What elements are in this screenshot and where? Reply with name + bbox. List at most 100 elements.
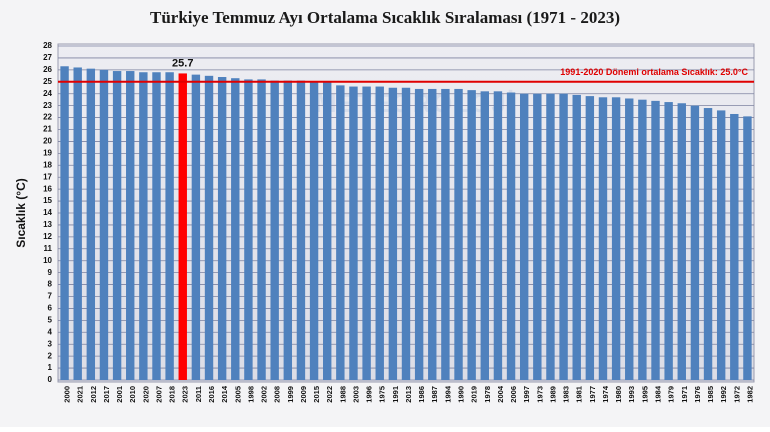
x-tick-label: 1974 (601, 385, 610, 403)
bar (414, 88, 424, 380)
bar (349, 86, 358, 381)
bar (178, 73, 187, 380)
x-tick-label: 1991 (391, 386, 400, 403)
bar (309, 81, 319, 381)
y-tick-label: 19 (43, 148, 52, 157)
y-tick-label: 28 (43, 41, 52, 50)
bar (441, 88, 450, 380)
bar (533, 93, 542, 380)
y-tick-label: 24 (43, 89, 52, 98)
x-tick-label: 1981 (575, 386, 584, 403)
x-tick-label: 1998 (246, 386, 255, 403)
bar (336, 85, 345, 380)
x-tick-label: 2012 (89, 386, 98, 403)
bar (598, 97, 608, 381)
x-tick-label: 2000 (63, 386, 72, 403)
bar (519, 93, 529, 380)
bar (375, 86, 384, 381)
x-tick-label: 1999 (286, 386, 295, 403)
bar (139, 72, 148, 380)
x-tick-label: 2004 (496, 385, 505, 403)
y-tick-label: 17 (43, 172, 52, 181)
y-tick-label: 20 (43, 137, 52, 146)
bar (231, 78, 240, 380)
x-tick-label: 2017 (102, 386, 111, 403)
x-tick-label: 1980 (614, 386, 623, 403)
bar (244, 79, 253, 381)
bar (651, 100, 660, 380)
reference-label: 1991-2020 Dönemi ortalama Sıcaklık: 25.0… (560, 67, 748, 77)
y-tick-label: 14 (43, 208, 52, 217)
bar (585, 96, 595, 380)
bar (480, 91, 489, 380)
x-tick-label: 2021 (76, 386, 85, 403)
y-tick-label: 2 (48, 351, 53, 360)
x-tick-label: 2023 (181, 386, 190, 403)
x-tick-label: 1990 (457, 386, 466, 403)
x-tick-label: 1972 (732, 386, 741, 403)
bar (152, 72, 161, 380)
x-tick-label: 2001 (115, 386, 124, 403)
chart-title: Türkiye Temmuz Ayı Ortalama Sıcaklık Sır… (150, 8, 620, 27)
y-tick-label: 3 (48, 339, 53, 348)
bar (743, 116, 752, 380)
bar (703, 108, 713, 381)
x-tick-label: 1971 (680, 386, 689, 403)
bar (112, 71, 122, 381)
y-tick-label: 18 (43, 160, 52, 169)
x-tick-label: 1988 (338, 386, 347, 403)
x-tick-label: 1996 (365, 386, 374, 403)
x-tick-label: 2008 (273, 386, 282, 403)
bar (165, 72, 174, 380)
x-tick-label: 2002 (260, 386, 269, 403)
y-tick-label: 0 (48, 375, 53, 384)
bar (191, 74, 201, 380)
y-tick-label: 12 (43, 232, 52, 241)
x-tick-label: 2013 (404, 386, 413, 403)
bar (217, 77, 227, 380)
y-tick-label: 22 (43, 113, 52, 122)
y-tick-label: 7 (48, 292, 53, 301)
x-tick-label: 1995 (640, 386, 649, 403)
x-tick-label: 2015 (312, 386, 321, 403)
bar (625, 98, 634, 380)
bar (493, 91, 503, 380)
bar (716, 110, 726, 381)
y-tick-label: 27 (43, 53, 52, 62)
x-tick-label: 1993 (627, 386, 636, 403)
y-tick-label: 10 (43, 256, 52, 265)
x-tick-label: 2016 (207, 386, 216, 403)
bar (559, 93, 568, 380)
x-tick-label: 2022 (325, 386, 334, 403)
x-tick-label: 1994 (443, 385, 452, 403)
bar (283, 80, 293, 380)
value-label: 25.7 (172, 57, 193, 69)
y-tick-label: 1 (48, 363, 53, 372)
y-tick-label: 5 (48, 315, 53, 324)
bar (467, 90, 476, 380)
bar (690, 105, 700, 381)
x-tick-label: 1983 (562, 386, 571, 403)
bar (388, 87, 398, 380)
bar (73, 67, 82, 380)
x-tick-label: 2019 (470, 386, 479, 403)
x-tick-label: 1982 (745, 386, 754, 403)
y-tick-label: 25 (43, 77, 52, 86)
bar (454, 88, 463, 380)
bar (428, 88, 437, 380)
bar (546, 93, 555, 380)
x-tick-label: 1978 (483, 386, 492, 403)
x-tick-label: 1997 (522, 386, 531, 403)
bar (506, 92, 516, 381)
x-tick-label: 2009 (299, 386, 308, 403)
y-tick-label: 4 (48, 327, 53, 336)
x-tick-label: 1985 (706, 386, 715, 403)
bar (362, 86, 371, 381)
bar (86, 68, 96, 381)
y-tick-label: 6 (48, 304, 53, 313)
x-tick-label: 1979 (667, 386, 676, 403)
x-tick-label: 2011 (194, 386, 203, 402)
y-tick-label: 15 (43, 196, 52, 205)
bar (664, 102, 673, 381)
